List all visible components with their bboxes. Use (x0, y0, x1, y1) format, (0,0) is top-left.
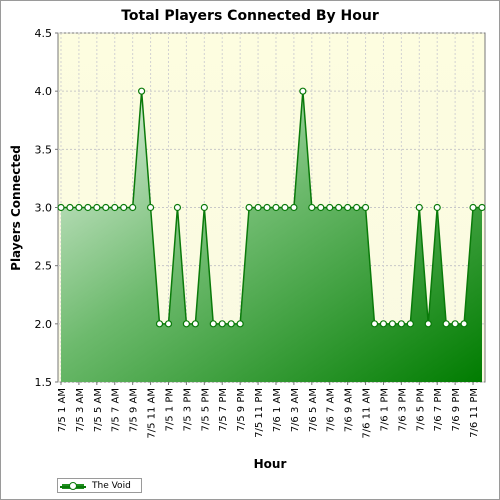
x-tick-label: 7/5 5 PM (200, 388, 211, 431)
data-point (290, 203, 298, 212)
data-point (352, 203, 361, 212)
x-tick-label: 7/6 5 PM (415, 388, 426, 431)
data-point (424, 320, 432, 328)
data-point (281, 203, 289, 212)
y-axis-ticks: 1.5 2.0 2.5 3.0 3.5 4.0 4.5 (35, 27, 58, 389)
x-tick-label: 7/6 7 AM (326, 388, 337, 432)
x-tick-label: 7/5 7 AM (111, 388, 122, 432)
data-point (245, 203, 253, 212)
data-point (146, 203, 155, 212)
x-tick-label: 7/5 1 AM (57, 388, 68, 432)
data-point (451, 320, 459, 328)
data-point (57, 203, 65, 212)
x-tick-label: 7/6 11 AM (362, 388, 373, 439)
data-point (299, 87, 307, 95)
data-point (129, 203, 137, 212)
data-point (263, 203, 271, 212)
x-tick-label: 7/6 3 PM (397, 388, 408, 431)
x-tick-label: 7/6 1 PM (379, 388, 390, 431)
legend: The Void (57, 478, 142, 493)
data-point (182, 320, 191, 328)
y-tick-label: 1.5 (35, 376, 53, 389)
legend-swatch (60, 481, 86, 491)
x-tick-label: 7/6 9 AM (344, 388, 355, 432)
x-tick-label: 7/6 5 AM (308, 388, 319, 432)
data-point (272, 203, 280, 212)
x-tick-label: 7/5 11 AM (147, 388, 158, 439)
chart-title: Total Players Connected By Hour (121, 8, 379, 24)
data-point (93, 203, 101, 212)
data-point (75, 203, 83, 212)
data-point (442, 320, 450, 328)
data-point (344, 203, 352, 212)
data-point (155, 320, 164, 328)
series-area-the-void (61, 91, 482, 383)
data-point (111, 203, 119, 212)
legend-label: The Void (92, 480, 131, 491)
y-tick-label: 3.5 (35, 143, 53, 156)
data-point (218, 320, 226, 328)
x-tick-label: 7/5 5 AM (93, 388, 104, 432)
y-tick-label: 3.0 (35, 202, 53, 215)
y-tick-label: 4.0 (35, 85, 53, 98)
data-point (120, 203, 128, 212)
data-point (209, 320, 217, 328)
data-point (102, 203, 110, 212)
data-point (227, 320, 235, 328)
data-point (415, 203, 423, 212)
x-tick-label: 7/6 7 PM (433, 388, 444, 431)
x-tick-label: 7/6 1 AM (272, 388, 283, 432)
data-point (200, 203, 208, 212)
x-axis-ticks: 7/5 1 AM 7/5 3 AM 7/5 5 AM 7/5 7 AM 7/5 9 AM… (57, 382, 480, 439)
data-point (138, 87, 146, 95)
data-point (361, 203, 370, 212)
data-point (478, 203, 486, 212)
x-tick-label: 7/5 9 PM (236, 388, 247, 431)
y-tick-label: 4.5 (35, 27, 53, 40)
data-point (84, 203, 92, 212)
x-tick-label: 7/5 3 AM (75, 388, 86, 432)
x-tick-label: 7/5 9 AM (129, 388, 140, 432)
data-point (335, 203, 343, 212)
x-tick-label: 7/6 9 PM (451, 388, 462, 431)
data-point (397, 320, 405, 328)
data-point (388, 320, 397, 328)
data-point (164, 320, 173, 328)
data-point (191, 320, 199, 328)
data-point (66, 203, 74, 212)
data-point (326, 203, 334, 212)
x-tick-label: 7/5 7 PM (218, 388, 229, 431)
x-axis-label: Hour (253, 457, 287, 471)
x-tick-label: 7/6 3 AM (290, 388, 301, 432)
x-tick-label: 7/6 11 PM (469, 388, 480, 438)
data-point (379, 320, 388, 328)
data-point (308, 203, 316, 212)
data-point (460, 320, 468, 328)
data-point (236, 320, 244, 328)
x-tick-label: 7/5 11 PM (254, 388, 265, 438)
y-tick-label: 2.0 (35, 318, 53, 331)
data-point (433, 203, 441, 212)
x-tick-label: 7/5 1 PM (164, 388, 175, 431)
data-point (370, 320, 379, 328)
data-point (406, 320, 414, 328)
data-point (469, 203, 477, 212)
data-point (173, 203, 182, 212)
series-points (57, 87, 486, 328)
x-tick-label: 7/5 3 PM (182, 388, 193, 431)
y-tick-label: 2.5 (35, 260, 53, 273)
data-point (254, 203, 262, 212)
data-point (317, 203, 325, 212)
